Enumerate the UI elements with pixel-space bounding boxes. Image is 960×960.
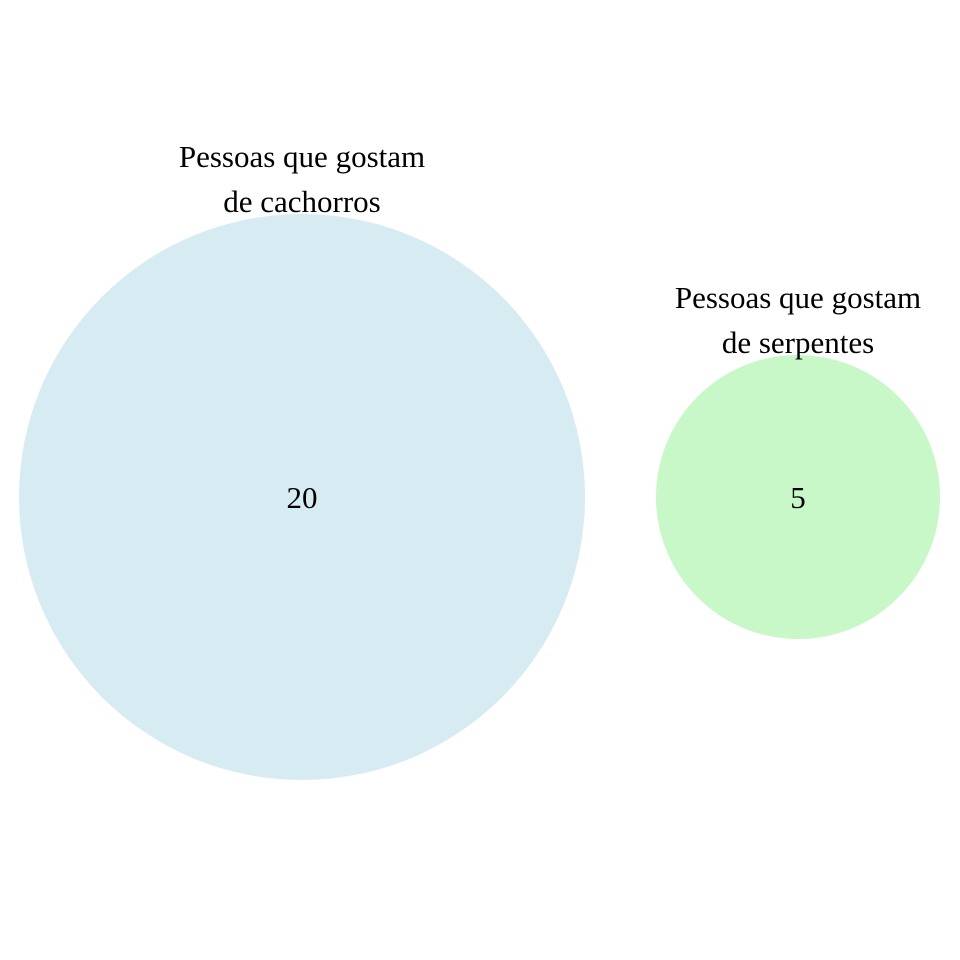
set-dogs-label-line-2: de cachorros: [223, 184, 381, 219]
set-snakes-label-line-2: de serpentes: [722, 325, 874, 360]
set-dogs-count: 20: [287, 480, 318, 515]
set-dogs-label-line-1: Pessoas que gostam: [179, 139, 425, 174]
set-dogs-circle: [19, 214, 585, 780]
set-dogs: Pessoas que gostam de cachorros 20: [19, 139, 585, 780]
set-snakes: Pessoas que gostam de serpentes 5: [656, 280, 940, 639]
set-snakes-circle: [656, 355, 940, 639]
set-snakes-label-line-1: Pessoas que gostam: [675, 280, 921, 315]
set-snakes-count: 5: [790, 480, 806, 515]
